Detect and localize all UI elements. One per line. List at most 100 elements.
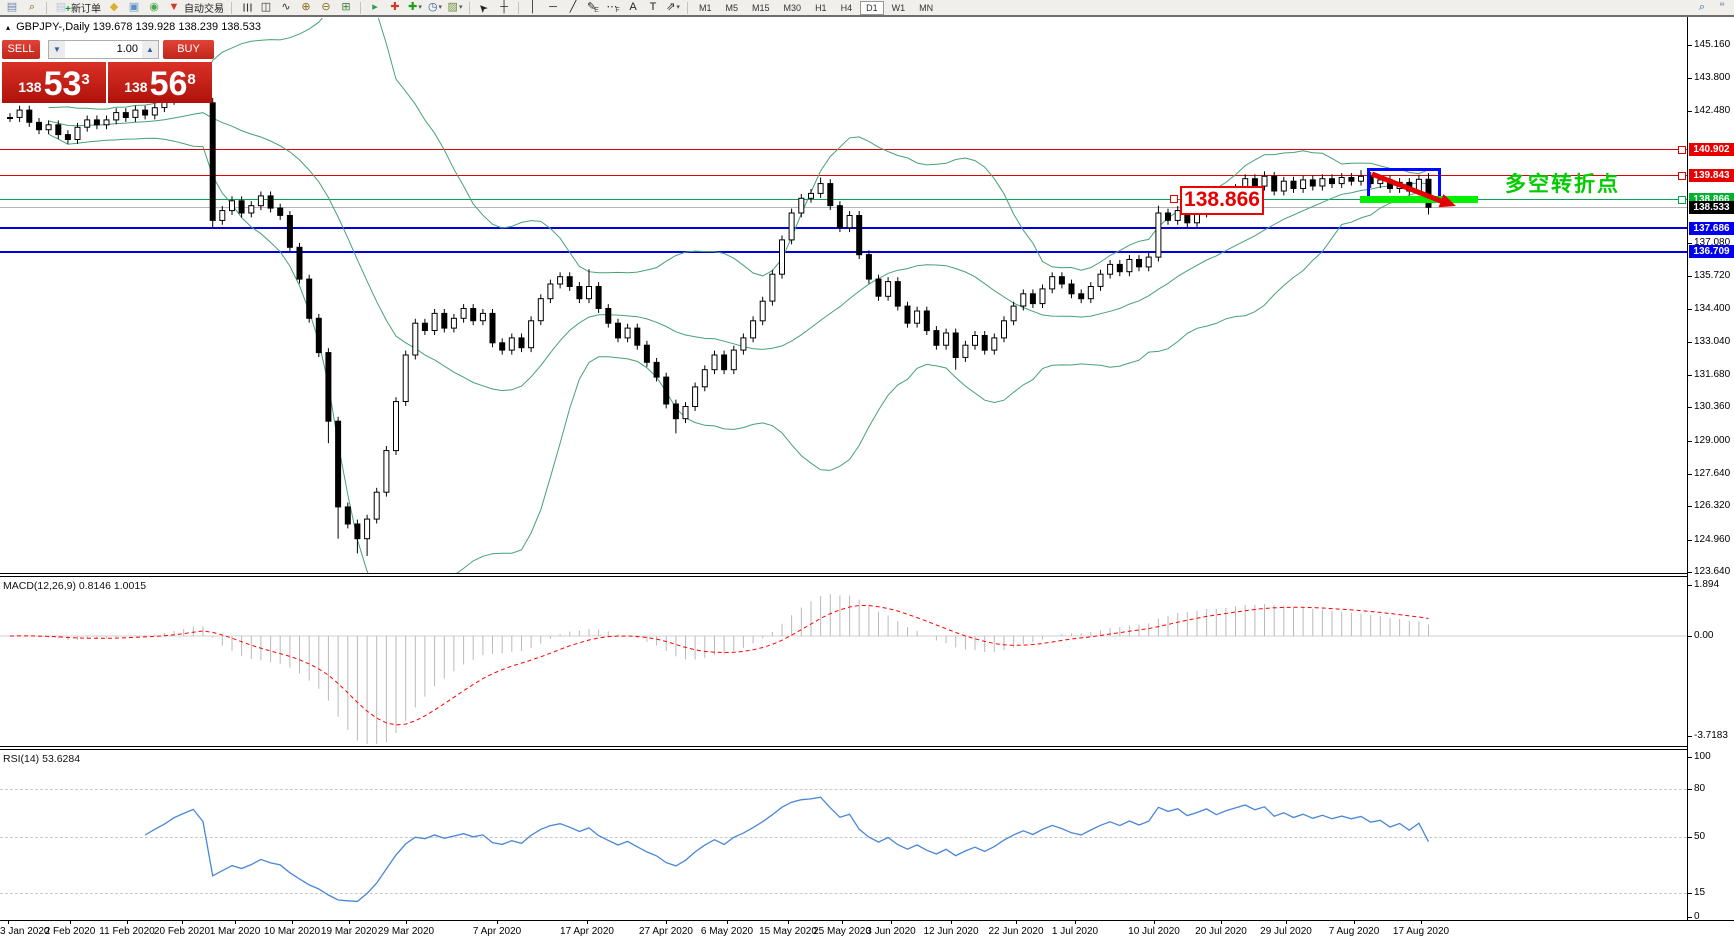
timeframe-m15[interactable]: M15 bbox=[752, 2, 770, 13]
bar-high: 139.928 bbox=[135, 21, 176, 33]
chart-shift-icon[interactable]: ✚ bbox=[390, 1, 400, 13]
level-line-137.686[interactable] bbox=[0, 227, 1687, 229]
volume-value[interactable]: 1.00 bbox=[116, 43, 138, 55]
price-tick-124.960: 124.960 bbox=[1694, 534, 1731, 545]
autotrading-label[interactable]: 自动交易 bbox=[184, 4, 224, 15]
axis-tick bbox=[1688, 917, 1692, 918]
toolbar: ▤ ⌕ ▤ + 新订单 ◆ ▣ ◉ ▼ 自动交易 ☰ ◫ ∿ ⊕ ⊖ ⊞ ▸ ✚ ✚ ▾ ◷ ▾ ▨ ▾ ➤ ┼ │ ─ ╱ ✎ E ⋯ F A T… bbox=[0, 0, 1734, 17]
fibonacci-icon[interactable]: ⋯ F bbox=[606, 1, 620, 14]
sell-price-tile[interactable]: 138 53 3 bbox=[2, 62, 106, 103]
arrows-tool-icon[interactable]: ⇗ ▾ bbox=[666, 1, 680, 13]
support-highlight-bar[interactable] bbox=[1360, 196, 1478, 203]
annotation-note[interactable]: 多空转折点 bbox=[1505, 173, 1620, 196]
date-tick bbox=[1354, 921, 1355, 924]
template-selector-icon[interactable]: ▨ ▾ bbox=[447, 1, 463, 13]
cursor-icon[interactable]: ➤ bbox=[476, 0, 492, 16]
new-order-label[interactable]: 新订单 bbox=[71, 4, 101, 15]
date-tick bbox=[406, 921, 407, 924]
auto-scroll-icon[interactable]: ▸ bbox=[372, 1, 378, 13]
price-tick-131.680: 131.680 bbox=[1694, 369, 1731, 380]
rsi-separator[interactable] bbox=[0, 746, 1687, 750]
axis-tick bbox=[1688, 407, 1692, 408]
level-line-138.533[interactable] bbox=[0, 207, 1687, 208]
date-tick bbox=[1016, 921, 1017, 924]
price-tick-130.360: 130.360 bbox=[1694, 401, 1731, 412]
search-icon[interactable]: ⌕ bbox=[1698, 1, 1706, 13]
price-tick-133.040: 133.040 bbox=[1694, 336, 1731, 347]
level-line-139.843[interactable] bbox=[0, 175, 1687, 176]
level-line-136.709[interactable] bbox=[0, 251, 1687, 253]
sell-button[interactable]: SELL bbox=[2, 40, 40, 59]
text-label-icon[interactable]: T bbox=[649, 1, 657, 13]
date-tick bbox=[1154, 921, 1155, 924]
volume-stepper[interactable]: ▼ 1.00 ▲ bbox=[48, 40, 159, 59]
timeframe-w1[interactable]: W1 bbox=[891, 2, 906, 13]
axis-tick bbox=[1688, 736, 1692, 737]
axis-tick bbox=[1688, 757, 1692, 758]
market-watch-icon[interactable]: ⌕ bbox=[28, 1, 36, 13]
vertical-line-icon[interactable]: │ bbox=[529, 1, 537, 13]
buy-button[interactable]: BUY bbox=[163, 40, 214, 59]
tile-windows-icon[interactable]: ⊞ bbox=[341, 1, 351, 13]
timeframe-h4[interactable]: H4 bbox=[840, 2, 853, 13]
macd-tick-1.894: 1.894 bbox=[1694, 579, 1720, 590]
timeframe-mn[interactable]: MN bbox=[919, 2, 934, 13]
bar-chart-icon[interactable]: ☰ bbox=[240, 2, 253, 13]
date-label: 3 Jun 2020 bbox=[866, 926, 916, 937]
level-line-138.866[interactable] bbox=[0, 199, 1687, 200]
date-tick bbox=[8, 921, 9, 924]
signals-icon[interactable]: ◉ bbox=[149, 1, 159, 13]
zoom-in-icon[interactable]: ⊕ bbox=[301, 1, 311, 13]
volume-decrease-icon[interactable]: ▼ bbox=[49, 41, 65, 58]
date-tick bbox=[127, 921, 128, 924]
bar-low: 138.239 bbox=[178, 21, 219, 33]
new-order-icon[interactable]: ▤ + bbox=[55, 1, 71, 15]
equidistant-channel-icon[interactable]: ✎ E bbox=[587, 1, 599, 14]
buy-price-tile[interactable]: 138 56 8 bbox=[108, 62, 212, 103]
level-line-140.902[interactable] bbox=[0, 149, 1687, 150]
timeframe-m5[interactable]: M5 bbox=[725, 2, 739, 13]
date-tick bbox=[497, 921, 498, 924]
timeframe-d1[interactable]: D1 bbox=[860, 0, 884, 15]
horizontal-line-icon[interactable]: ─ bbox=[549, 1, 557, 13]
axis-tick bbox=[1688, 78, 1692, 79]
chat-icon[interactable]: ❝ bbox=[1719, 1, 1725, 13]
price-axis: 145.160 143.800 142.480 137.080 135.720 134.4… bbox=[1687, 17, 1734, 922]
zoom-out-icon[interactable]: ⊖ bbox=[321, 1, 331, 13]
autotrading-icon[interactable]: ▼ bbox=[168, 1, 180, 13]
axis-tick bbox=[1688, 636, 1692, 637]
price-chip-137.686: 137.686 bbox=[1689, 222, 1734, 235]
date-tick bbox=[842, 921, 843, 924]
price-chip-136.709: 136.709 bbox=[1689, 245, 1734, 258]
date-label: 17 Apr 2020 bbox=[560, 926, 614, 937]
timeframe-m30[interactable]: M30 bbox=[783, 2, 802, 13]
date-label: 3 Jan 2020 bbox=[0, 926, 50, 937]
axis-tick bbox=[1688, 45, 1692, 46]
trend-line-icon[interactable]: ╱ bbox=[569, 1, 577, 13]
callout-anchor-square bbox=[1170, 195, 1178, 203]
crosshair-icon[interactable]: ┼ bbox=[500, 1, 508, 13]
toolbar-separator bbox=[469, 1, 470, 14]
date-label: 17 Aug 2020 bbox=[1392, 926, 1450, 937]
line-chart-icon[interactable]: ∿ bbox=[281, 1, 291, 13]
add-indicator-icon[interactable]: ✚ ▾ bbox=[408, 1, 422, 13]
date-label: 15 May 2020 bbox=[759, 926, 817, 937]
chart-canvas bbox=[0, 18, 1687, 903]
date-label: 7 Apr 2020 bbox=[472, 926, 522, 937]
price-callout[interactable]: 138.866 bbox=[1180, 186, 1264, 215]
date-label: 1 Mar 2020 bbox=[209, 926, 261, 937]
period-selector-icon[interactable]: ◷ ▾ bbox=[427, 1, 443, 13]
chart-window-icon[interactable]: ▤ bbox=[6, 1, 18, 13]
metaeditor-icon[interactable]: ◆ bbox=[109, 1, 119, 13]
rsi-tick-50: 50 bbox=[1694, 831, 1706, 842]
date-label: 29 Mar 2020 bbox=[377, 926, 435, 937]
volume-increase-icon[interactable]: ▲ bbox=[142, 41, 158, 58]
axis-tick bbox=[1688, 111, 1692, 112]
timeframe-m1[interactable]: M1 bbox=[699, 2, 712, 13]
candle-chart-icon[interactable]: ◫ bbox=[260, 1, 272, 13]
macd-separator[interactable] bbox=[0, 573, 1687, 577]
timeframe-h1[interactable]: H1 bbox=[815, 2, 827, 13]
terminal-icon[interactable]: ▣ bbox=[128, 1, 140, 13]
text-icon[interactable]: A bbox=[629, 1, 637, 13]
